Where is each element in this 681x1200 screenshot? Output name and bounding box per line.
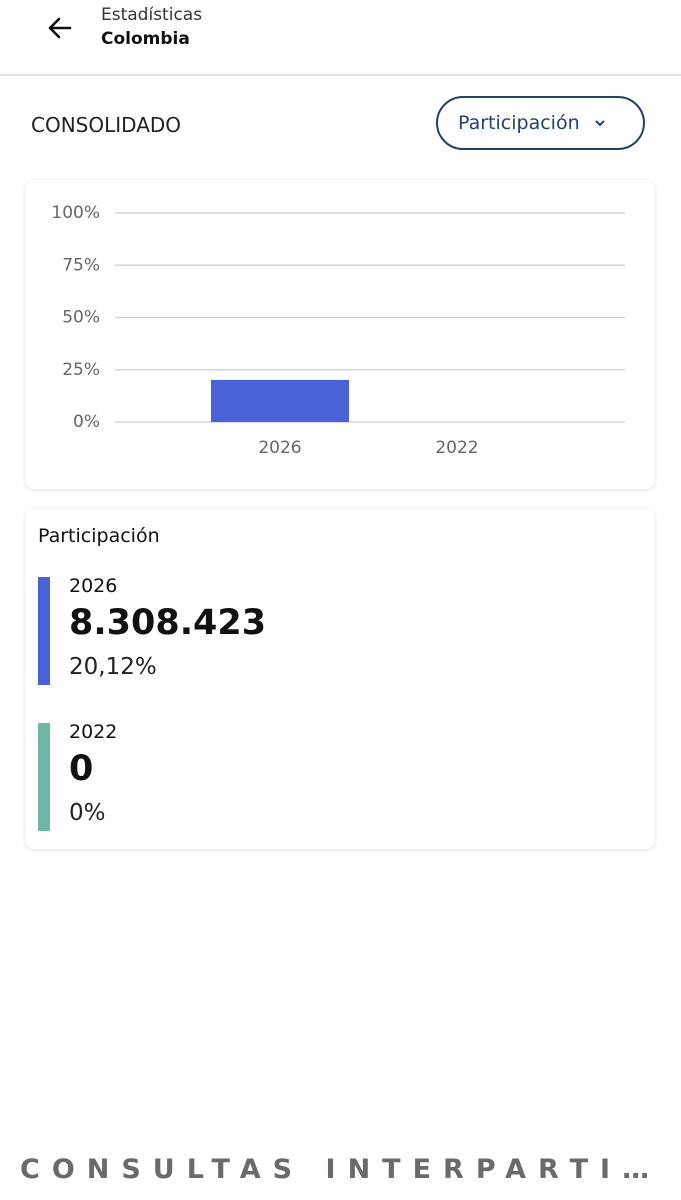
footer-title: CONSULTAS INTERPARTI… (20, 1154, 662, 1185)
participation-card: Participación 2026 8.308.423 20,12% 2022 0 0% (25, 509, 655, 849)
y-tick-label: 0% (73, 412, 100, 432)
color-bar (38, 577, 50, 685)
participation-title: Participación (38, 525, 160, 547)
chart: 0% 25% 50% 75% 100% 2026 2022 (51, 203, 625, 458)
section-label: CONSOLIDADO (31, 113, 182, 137)
chart-card: 0% 25% 50% 75% 100% 2026 2022 (25, 180, 655, 489)
x-tick-label: 2026 (258, 438, 301, 458)
header-title: Colombia (101, 29, 190, 49)
header-subtitle: Estadísticas (101, 5, 203, 25)
filter-label: Participación (458, 112, 580, 134)
share: 0% (69, 800, 106, 826)
chevron (594, 120, 605, 127)
votes: 0 (69, 749, 94, 789)
y-tick-label: 50% (62, 308, 100, 328)
votes: 8.308.423 (69, 603, 267, 643)
x-tick-label: 2022 (435, 438, 478, 458)
year: 2022 (69, 721, 118, 743)
bar (211, 379, 349, 422)
y-tick-label: 25% (62, 360, 100, 380)
back-button[interactable] (44, 12, 76, 44)
year: 2026 (69, 575, 118, 597)
y-tick-label: 100% (51, 203, 100, 223)
color-bar (38, 723, 50, 831)
filter-dropdown[interactable]: Participación (436, 96, 645, 150)
header: Estadísticas Colombia (0, 0, 681, 76)
y-tick-label: 75% (62, 255, 100, 275)
share: 20,12% (69, 654, 157, 680)
